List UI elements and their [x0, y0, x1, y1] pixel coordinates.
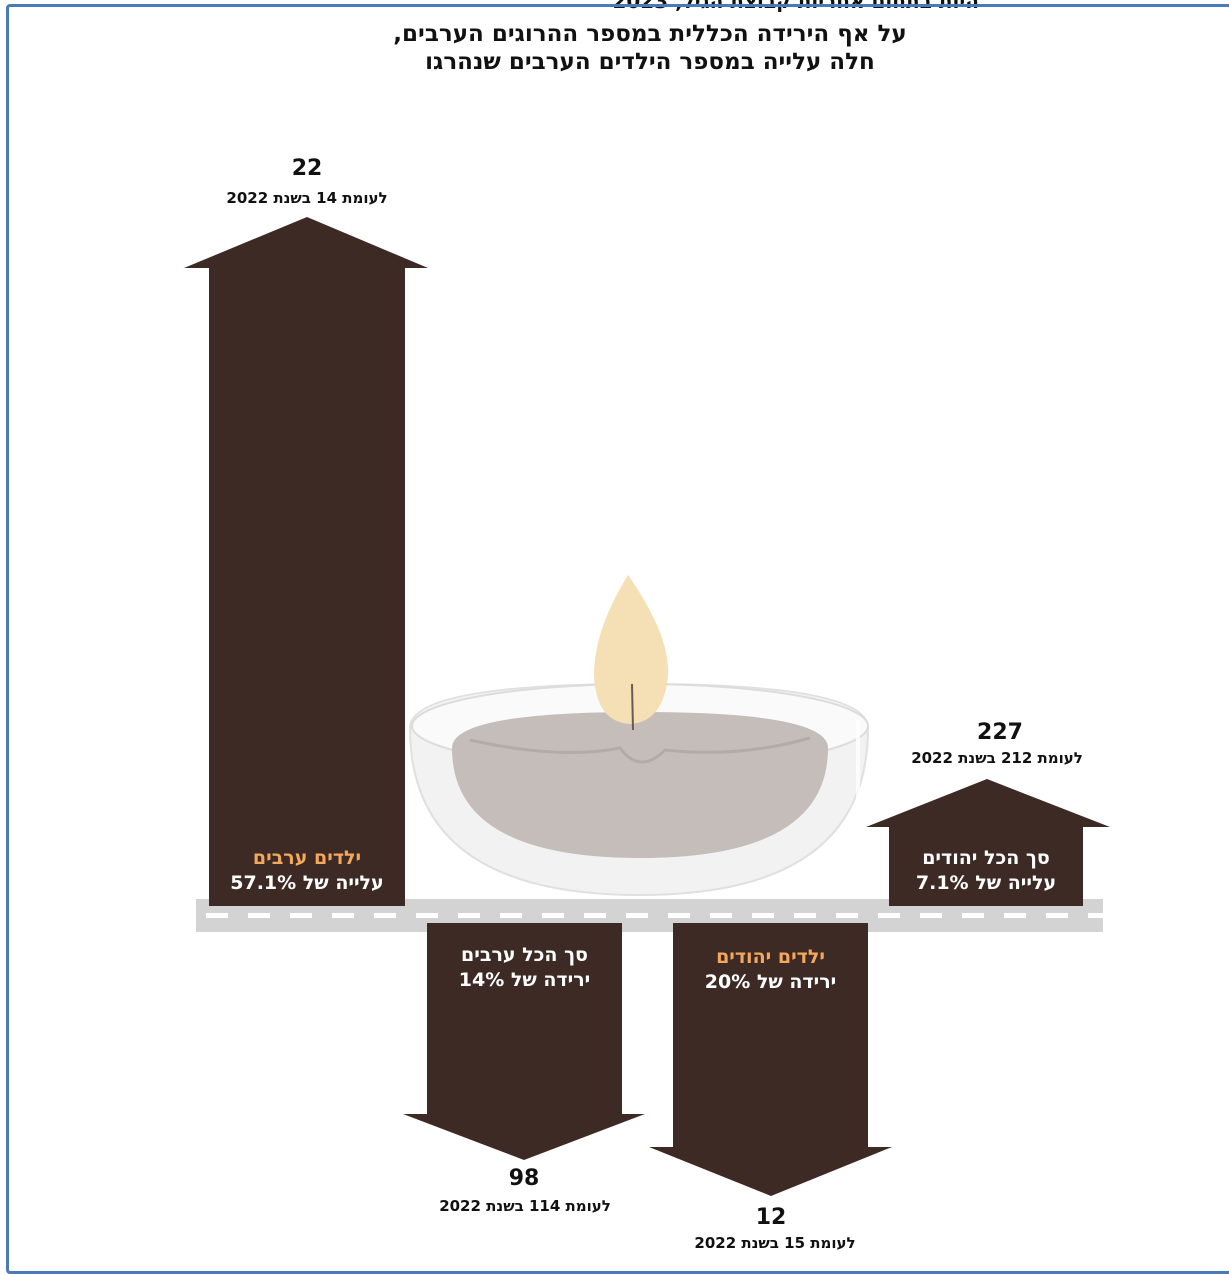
road-dash [248, 913, 270, 918]
arrow-total-jews-up [866, 779, 1110, 906]
label-arab-children: ילדים ערבים עלייה של 57.1% [209, 846, 405, 896]
label-jewish-children: ילדים יהודים ירידה של 20% [673, 945, 868, 995]
road-dash [752, 913, 774, 918]
label-total-arabs: סך הכל ערבים ירידה של 14% [427, 943, 622, 993]
change-jewish-children: ירידה של 20% [704, 971, 837, 993]
road-dash [920, 913, 942, 918]
compare-total-jews-2022: לעומת 212 בשנת 2022 [911, 749, 1083, 767]
road-dash [206, 913, 228, 918]
arrow-arab-children-up [184, 217, 428, 906]
chart-title-line-1: על אף הירידה הכללית במספר ההרוגים הערבים… [393, 21, 907, 47]
value-total-jews-2023: 227 [977, 720, 1023, 745]
value-total-arabs-2023: 98 [508, 1166, 540, 1191]
value-arab-children-2023: 22 [291, 156, 323, 181]
chart-title: על אף הירידה הכללית במספר ההרוגים הערבים… [290, 20, 1010, 76]
compare-total-arabs-2022: לעומת 114 בשנת 2022 [439, 1197, 611, 1215]
compare-arab-children-2022: לעומת 14 בשנת 2022 [226, 189, 388, 207]
candle-wick [631, 683, 634, 731]
arrow-jewish-children-down [649, 923, 892, 1196]
road-dash [500, 913, 522, 918]
road-dash [962, 913, 984, 918]
road-dash [290, 913, 312, 918]
road-dash [836, 913, 858, 918]
road-dash [374, 913, 396, 918]
candle-wax-drip [469, 736, 811, 764]
label-total-jews: סך הכל יהודים עלייה של 7.1% [889, 846, 1083, 896]
road-dash [1088, 913, 1110, 918]
road-dashes [206, 913, 1110, 918]
road-dash [542, 913, 564, 918]
road-dash [1046, 913, 1068, 918]
road-dash [710, 913, 732, 918]
arrow-total-arabs-down [403, 923, 645, 1160]
change-total-jews: עלייה של 7.1% [915, 872, 1057, 894]
group-name-total-jews: סך הכל יהודים [922, 847, 1050, 869]
road-dash [878, 913, 900, 918]
road-dash [332, 913, 354, 918]
candle-wax [452, 712, 828, 858]
road-dash [626, 913, 648, 918]
group-name-jewish-children: ילדים יהודים [716, 946, 825, 968]
road-dash [584, 913, 606, 918]
compare-jewish-children-2022: לעומת 15 בשנת 2022 [694, 1234, 856, 1252]
road-dash [416, 913, 438, 918]
value-jewish-children-2023: 12 [755, 1205, 787, 1230]
chart-title-line-2: חלה עלייה במספר הילדים הערבים שנהרגו [425, 49, 875, 75]
road-dash [794, 913, 816, 918]
group-name-arab-children: ילדים ערבים [252, 847, 362, 869]
change-arab-children: עלייה של 57.1% [230, 872, 384, 894]
group-name-total-arabs: סך הכל ערבים [461, 944, 588, 966]
candle-flame [594, 575, 669, 724]
change-total-arabs: ירידה של 14% [458, 969, 591, 991]
road-dash [458, 913, 480, 918]
memorial-candle-icon [408, 575, 870, 897]
road-dash [1004, 913, 1026, 918]
road-dash [668, 913, 690, 918]
